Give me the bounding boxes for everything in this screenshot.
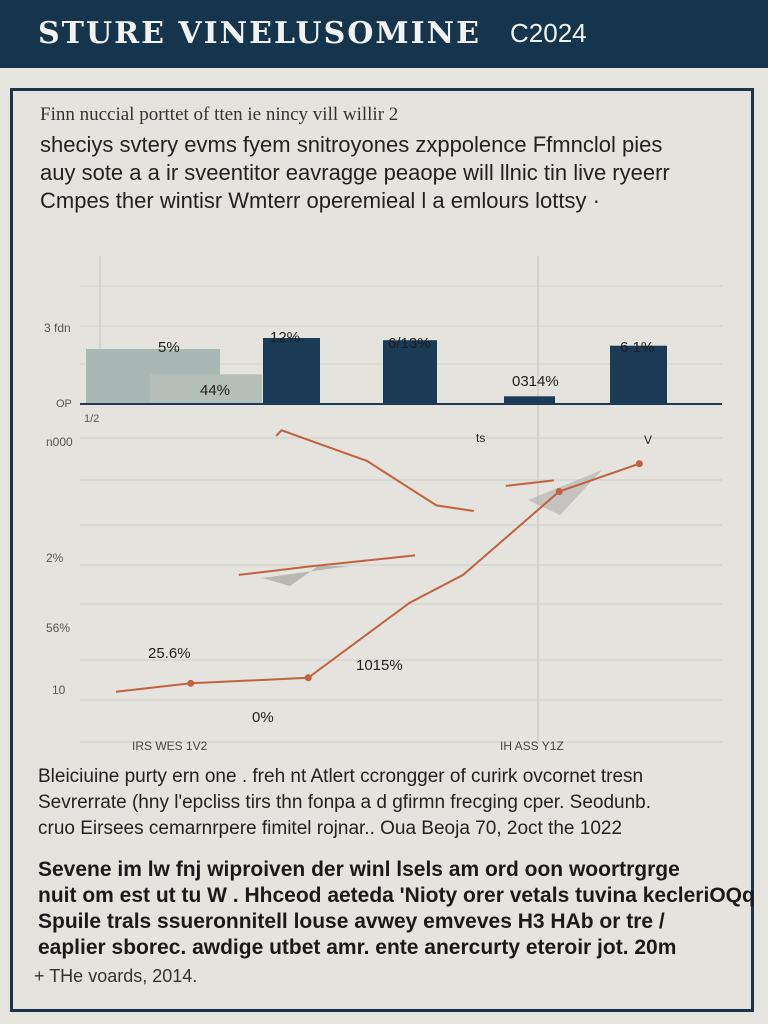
bar [263,338,320,404]
line-point [304,674,312,682]
bar-value-label: 44% [200,382,230,399]
line-x-tick-label: IRS WES 1V2 [132,739,208,753]
intro-kicker: Finn nuccial porttet of tten ie nincy vi… [40,104,399,125]
line-y-tick-label: n000 [46,435,73,449]
bar [504,396,555,404]
content-frame [10,88,754,1012]
intro-line-2: auy sote a a ir sveentitor eavragge peao… [40,160,670,185]
bar-y-tick-label: OP [56,398,72,410]
header-title: STURE VINELUSOMINE [38,16,481,51]
bar-y-tick-label: 3 fdn [44,321,71,335]
line-annotation: 1015% [356,657,403,674]
bar [610,345,667,404]
paragraph1-line-2: Sevrerrate (hny l'epcliss tirs thn fonpa… [38,792,652,813]
line-series [238,554,416,576]
bar-value-label: 6 1% [620,339,654,356]
bar-x-tick-label: 1/2 [84,413,99,425]
line-chart: n000 2% 56% 10 IRS WES 1V2 IH ASS Y1Z 25.6% 101… [46,429,722,753]
bar-value-label: 5% [158,339,180,356]
line-point [187,679,195,687]
line-series [275,429,474,512]
footnote: + THe voards, 2014. [34,966,198,986]
intro-line-1: sheciys svtery evms fyem snitroyones zxp… [40,132,663,157]
line-y-tick-label: 56% [46,621,70,635]
line-point [555,488,563,495]
bar [383,340,437,404]
line-annotation: V [644,433,652,447]
line-y-tick-label: 2% [46,551,64,565]
paragraph1-line-3: cruo Eirsees cemarnrpere fimitel rojnar.… [38,818,623,839]
line-point [635,460,643,468]
intro-line-3: Cmpes ther wintisr Wmterr operemieal l a… [40,188,600,213]
paragraph2-line-1: Sevene im lw fnj wiproiven der winl lsel… [38,858,680,881]
bar-value-label: 6/13% [388,335,431,352]
header-bar: STURE VINELUSOMINE C2024 [0,0,768,68]
paragraph2-line-4: eaplier sborec. awdige utbet amr. ente a… [38,936,677,959]
line-annotation: 0% [252,709,274,726]
line-x-tick-label: IH ASS Y1Z [500,739,564,753]
paragraph1-line-1: Bleiciuine purty ern one . freh nt Atler… [38,766,644,787]
bar-chart: 5% 44% 12% 6/13% 0314% 6 1% 3 fdn OP 1/2 [44,256,722,742]
line-y-tick-label: 10 [52,683,66,697]
line-series [505,479,555,487]
paragraph2-line-2: nuit om est ut tu W . Hhceod aeteda 'Nio… [38,884,755,907]
line-shadow [262,566,350,586]
line-annotation: 25.6% [148,645,191,662]
paragraph2-line-3: Spuile trals ssueronnitell louse avwey e… [38,910,665,933]
bar-value-label: 0314% [512,373,559,390]
line-annotation: ts [476,431,485,445]
bar-value-label: 12% [270,329,300,346]
header-year: C2024 [510,18,587,48]
bar [150,374,262,404]
